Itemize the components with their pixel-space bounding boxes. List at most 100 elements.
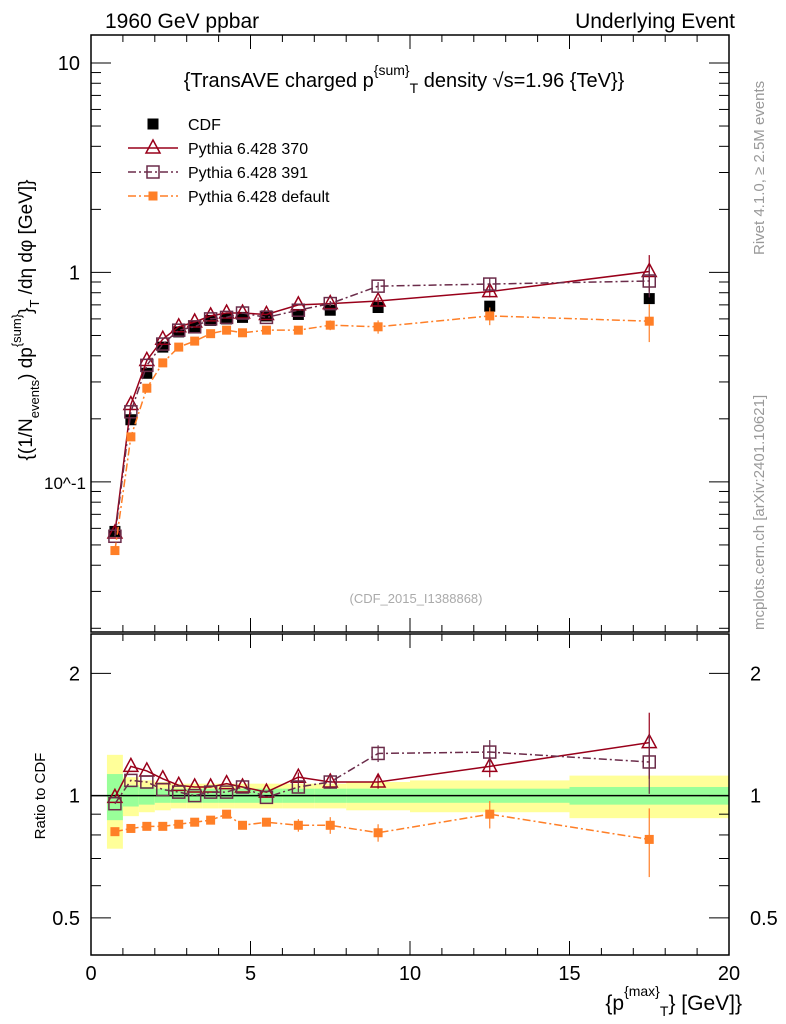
data-point: [187, 320, 202, 334]
ratio-point: [235, 780, 250, 794]
ratio-point: [190, 817, 200, 827]
legend-label: Pythia 6.428 370: [188, 141, 308, 158]
data-point: [290, 295, 307, 311]
data-point: [371, 279, 385, 293]
data-point: [293, 325, 303, 335]
ratio-point: [219, 785, 234, 799]
main-frame: [90, 34, 730, 633]
legend-marker: [144, 138, 162, 154]
data-point: [106, 523, 124, 539]
ratio-y-tick-label-right: 1: [750, 786, 761, 808]
ratio-point: [291, 780, 306, 794]
data-point: [372, 302, 384, 314]
ratio-point: [154, 769, 172, 785]
ratio-point: [234, 777, 251, 793]
data-point: [157, 341, 169, 353]
y-tick-label-0.1: 10^-1: [44, 474, 86, 493]
ratio-point: [258, 782, 275, 798]
x-tick-label: 10: [399, 963, 421, 985]
x-tick-label: 15: [558, 963, 580, 985]
ratio-y-tick-label-right: 2: [750, 663, 761, 685]
ratio-point: [174, 819, 184, 829]
data-point: [141, 367, 153, 379]
ratio-point: [206, 815, 216, 825]
ratio-point: [481, 756, 499, 773]
data-point: [258, 304, 275, 321]
ratio-point: [483, 745, 497, 759]
data-point: [292, 308, 304, 320]
x-axis-label: {p{max}T} [GeV]}: [605, 983, 742, 1019]
data-point: [125, 414, 137, 426]
ratio-y-tick-label: 0.5: [52, 908, 80, 930]
series-line: [114, 280, 650, 537]
data-point: [206, 329, 216, 339]
ratio-point: [142, 821, 152, 831]
data-point: [321, 294, 339, 310]
ratio-point: [323, 775, 337, 789]
data-point: [369, 291, 387, 307]
analysis-watermark: (CDF_2015_I1388868): [350, 591, 483, 606]
data-point: [124, 405, 138, 419]
ratio-point: [158, 821, 168, 831]
ratio-point: [186, 777, 203, 793]
data-point: [234, 303, 251, 319]
data-point: [644, 316, 654, 326]
data-point: [642, 274, 656, 288]
data-point: [222, 325, 232, 335]
data-point: [373, 322, 383, 332]
data-point: [142, 383, 152, 393]
data-point: [325, 320, 335, 330]
ratio-point: [644, 834, 654, 844]
ratio-point: [325, 820, 335, 830]
ratio-point: [485, 809, 495, 819]
series-line: [114, 315, 650, 551]
ratio-point: [106, 787, 124, 804]
legend-marker: [146, 165, 160, 179]
data-point: [291, 303, 306, 317]
data-point: [108, 529, 122, 544]
ratio-point: [203, 785, 218, 799]
ratio-point: [238, 820, 248, 830]
ratio-point: [369, 772, 387, 788]
data-point: [158, 358, 168, 368]
legend-marker: [147, 118, 159, 130]
ratio-y-label: Ratio to CDF: [32, 753, 49, 840]
ratio-point: [259, 790, 274, 805]
ratio-point: [222, 809, 232, 819]
ratio-point: [261, 817, 271, 827]
data-point: [483, 277, 497, 291]
ratio-point: [642, 755, 656, 769]
plot-title: {TransAVE charged p{sum}T density √s=1.9…: [184, 62, 625, 96]
data-point: [261, 325, 271, 335]
rivet-version-text: Rivet 4.1.0, ≥ 2.5M events: [751, 81, 768, 255]
ratio-y-tick-label: 1: [69, 786, 80, 808]
y-tick-label: 10: [58, 53, 80, 75]
data-point: [203, 312, 218, 326]
ratio-point: [124, 773, 138, 788]
data-point: [156, 337, 170, 351]
ratio-y-tick-label: 2: [69, 663, 80, 685]
ratio-point: [170, 775, 187, 792]
y-tick-label: 1: [69, 262, 80, 284]
data-point: [140, 358, 154, 373]
data-point: [260, 310, 272, 322]
data-point: [643, 293, 655, 305]
data-point: [126, 432, 136, 442]
ratio-point: [187, 788, 202, 803]
data-point: [174, 342, 184, 352]
header-right: Underlying Event: [575, 10, 735, 33]
header-left: 1960 GeV ppbar: [105, 10, 259, 33]
ratio-point: [126, 823, 136, 833]
data-point: [190, 336, 200, 346]
ratio-point: [373, 828, 383, 838]
series-line: [114, 270, 650, 534]
data-point: [235, 306, 250, 320]
ratio-point: [218, 774, 235, 790]
y-axis-label: {(1/Nevents) dp{sum}}T /dη dφ [GeV]}: [9, 180, 42, 461]
legend-label: Pythia 6.428 391: [188, 165, 308, 182]
ratio-point: [140, 775, 154, 789]
x-tick-label: 5: [245, 963, 256, 985]
ratio-point: [371, 746, 385, 761]
